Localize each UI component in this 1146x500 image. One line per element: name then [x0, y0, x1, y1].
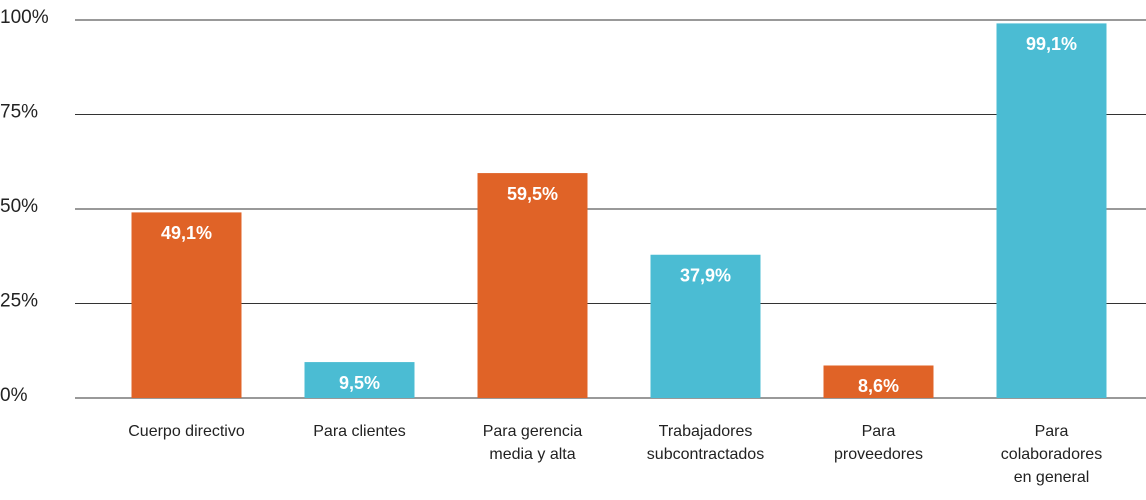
x-tick-label: Para colaboradores en general	[1000, 423, 1103, 486]
x-tick-label: Para proveedores	[834, 423, 923, 463]
y-tick-label: 75%	[0, 102, 38, 123]
value-label: 9,5%	[339, 373, 380, 393]
value-label: 49,1%	[161, 223, 212, 243]
bar	[131, 212, 242, 398]
value-label: 59,5%	[507, 184, 558, 204]
x-tick-label: Para clientes	[313, 423, 406, 440]
bar	[650, 254, 761, 398]
bar	[823, 365, 934, 398]
bar	[304, 362, 415, 398]
y-tick-label: 25%	[0, 291, 38, 312]
x-tick-label: Trabajadores subcontractados	[646, 423, 765, 463]
bar	[996, 23, 1107, 398]
value-label: 37,9%	[680, 265, 731, 285]
y-tick-label: 50%	[0, 196, 38, 217]
value-label: 99,1%	[1026, 34, 1077, 54]
y-tick-label: 100%	[0, 7, 49, 28]
x-tick-label: Cuerpo directivo	[128, 423, 245, 440]
x-tick-label: Para gerencia media y alta	[482, 423, 583, 463]
bar	[477, 173, 588, 398]
y-tick-label: 0%	[0, 385, 28, 406]
value-label: 8,6%	[858, 376, 899, 396]
